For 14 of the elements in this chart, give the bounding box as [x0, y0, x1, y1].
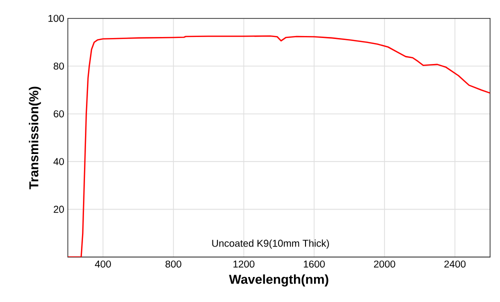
x-tick-label: 400: [94, 260, 111, 268]
y-tick-label: 60: [54, 110, 64, 118]
y-tick-label: 40: [53, 158, 64, 165]
y-tick-label: 100: [48, 14, 64, 22]
x-tick-label: 2400: [444, 260, 466, 268]
x-axis-title: Wavelength(nm): [229, 274, 328, 286]
x-tick-label: 800: [166, 260, 182, 268]
y-axis-title: Transmission(%): [28, 86, 41, 190]
annotation: Uncoated K9(10mm Thick): [212, 239, 329, 249]
x-tick-label: 1200: [233, 260, 254, 268]
y-tick-label: 20: [54, 206, 64, 213]
x-tick-label: 1600: [304, 260, 325, 268]
y-tick-label: 80: [54, 62, 64, 70]
x-tick-label: 2000: [374, 260, 396, 268]
